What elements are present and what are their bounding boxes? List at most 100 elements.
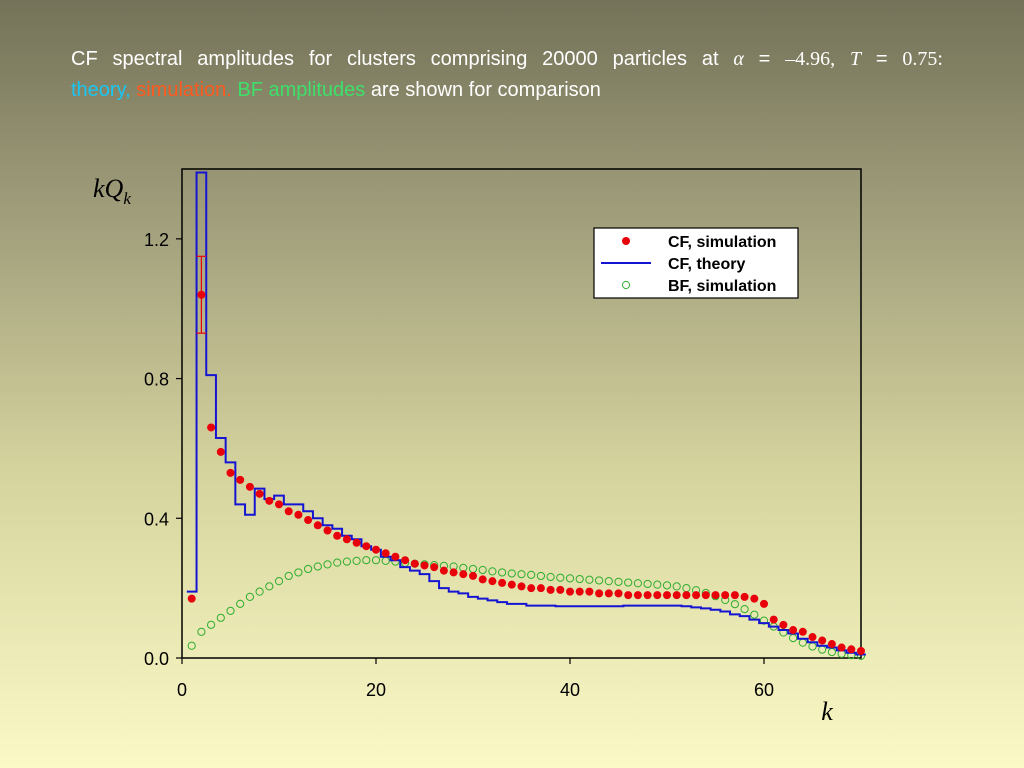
cf-point — [527, 584, 536, 593]
cf-point — [304, 516, 313, 525]
cf-point — [808, 633, 817, 642]
cf-point — [226, 468, 235, 477]
cf-point — [730, 591, 739, 600]
bf-point — [265, 582, 274, 591]
cf-point — [265, 496, 274, 505]
bf-point — [633, 579, 643, 588]
x-tick-label: 60 — [754, 680, 774, 700]
bf-point — [226, 606, 235, 615]
title-word: amplitudes — [197, 48, 295, 70]
cf-point — [536, 584, 545, 593]
bf-point — [759, 616, 769, 625]
x-axis-label: k — [821, 697, 833, 726]
bf-point — [284, 571, 293, 581]
bf-point — [750, 610, 759, 619]
bf-point — [304, 564, 313, 574]
bf-point — [546, 572, 555, 582]
bf-point — [342, 557, 351, 566]
bf-point — [517, 570, 526, 579]
cf-theory-series — [186, 171, 866, 656]
cf-point — [624, 591, 633, 600]
cf-point — [692, 591, 701, 600]
bf-point — [624, 578, 633, 587]
cf-point — [672, 591, 681, 600]
cf-point — [333, 531, 342, 540]
legend-label: CF, simulation — [668, 234, 776, 251]
bf-point — [614, 577, 623, 586]
cf-point — [789, 626, 798, 635]
legend-label: BF, simulation — [668, 278, 776, 295]
cf-point — [342, 535, 351, 544]
cf-point — [740, 592, 749, 601]
bf-point — [740, 605, 749, 614]
title-bf-word: BF amplitudes — [237, 79, 366, 101]
slide-title: CF spectral amplitudes for clusters comp… — [71, 44, 943, 106]
cf-point — [556, 585, 565, 594]
cf-point — [207, 423, 216, 432]
cf-point — [857, 647, 865, 656]
bf-point — [604, 577, 613, 586]
title-equals: = — [758, 48, 771, 70]
legend: CF, simulation CF, theory BF, simulation — [593, 227, 799, 299]
cf-point — [498, 578, 507, 587]
cf-point — [546, 585, 555, 594]
title-word: CF — [71, 48, 98, 70]
title-line-2: theory, simulation. BF amplitudes are sh… — [71, 75, 943, 106]
cf-point — [439, 566, 448, 575]
cf-point — [585, 587, 594, 596]
title-line-1: CF spectral amplitudes for clusters comp… — [71, 44, 943, 75]
y-tick-label: 0.8 — [144, 370, 169, 390]
bf-point — [808, 642, 817, 651]
cf-point — [779, 620, 788, 629]
bf-point — [352, 556, 361, 565]
cf-point — [216, 447, 225, 456]
bf-point — [255, 587, 264, 596]
bf-point — [672, 582, 681, 591]
plot-frame — [181, 168, 862, 659]
alpha-symbol: α — [733, 48, 744, 70]
bf-point — [818, 645, 827, 654]
cf-point — [818, 636, 827, 645]
cf-point — [381, 549, 390, 558]
bf-point — [556, 573, 565, 582]
cf-point — [313, 521, 322, 530]
bf-point — [362, 556, 371, 565]
cf-point — [682, 591, 691, 600]
cf-point — [643, 591, 652, 600]
cf-point — [633, 591, 642, 600]
cf-point — [478, 575, 487, 584]
cf-point — [653, 591, 662, 600]
legend-swatch-cf-simulation — [622, 237, 630, 245]
bf-point — [585, 575, 594, 584]
cf-point — [245, 482, 254, 491]
bf-point — [595, 576, 604, 585]
bf-point — [294, 568, 303, 577]
bf-point — [381, 556, 390, 565]
cf-point — [236, 475, 245, 484]
cf-point — [391, 552, 400, 561]
y-tick-label: 1.2 — [144, 230, 169, 250]
bf-point — [575, 574, 584, 584]
cf-simulation-series — [187, 255, 865, 656]
bf-point — [371, 556, 381, 565]
bf-point — [216, 613, 225, 622]
cf-point — [663, 591, 671, 600]
title-word: at — [701, 48, 719, 70]
bf-point — [779, 628, 788, 637]
cf-point — [187, 594, 196, 603]
cf-point — [595, 589, 604, 598]
cf-point — [469, 571, 477, 580]
bf-point — [827, 647, 837, 657]
cf-point — [430, 563, 439, 572]
title-theory-word: theory, — [71, 79, 131, 101]
cf-point — [352, 538, 361, 547]
cf-point — [197, 290, 206, 299]
cf-point — [401, 556, 410, 565]
alpha-value: –4.96, — [785, 48, 836, 70]
bf-point — [789, 633, 798, 643]
cf-theory-line — [186, 171, 866, 656]
bf-point — [197, 627, 206, 636]
title-word: comprising — [430, 48, 528, 70]
x-tick-label: 40 — [560, 680, 580, 700]
